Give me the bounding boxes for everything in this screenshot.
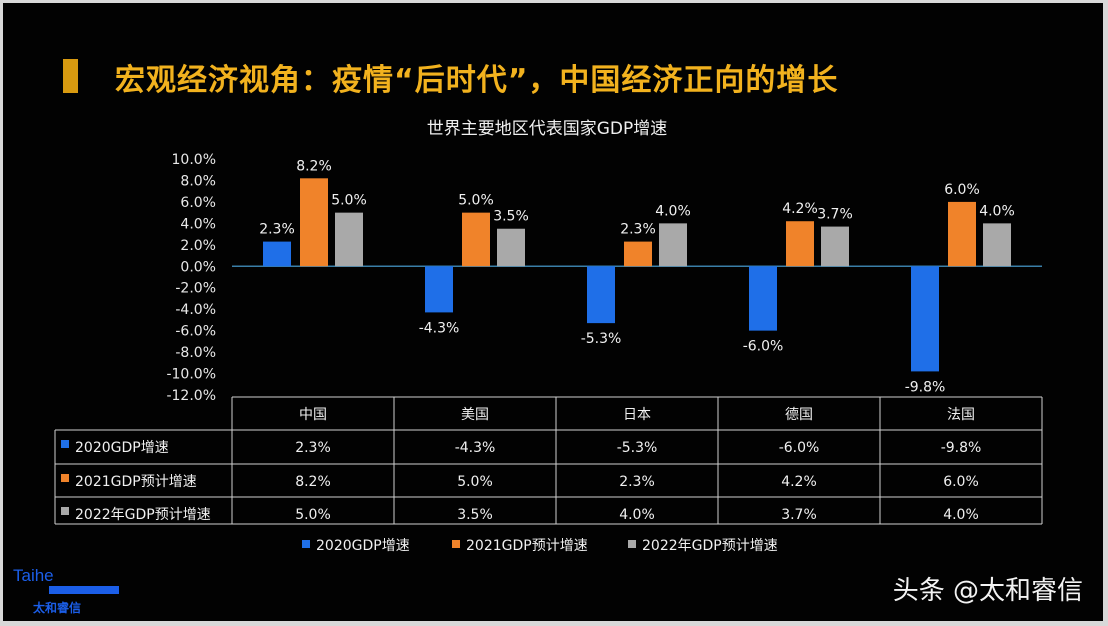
y-tick-label: 8.0% — [180, 173, 216, 189]
table-cell: 4.0% — [619, 507, 655, 523]
table-cell: 5.0% — [295, 507, 331, 523]
table-header-3: 日本 — [623, 407, 651, 423]
table-cell: 5.0% — [457, 474, 493, 490]
data-label: 3.7% — [817, 207, 853, 223]
table-header-2: 美国 — [461, 407, 489, 423]
table-cell: 3.5% — [457, 507, 493, 523]
bar-1-5 — [911, 266, 939, 372]
legend-key-3 — [628, 540, 636, 548]
table-cell: 3.7% — [781, 507, 817, 523]
table-row-label: 2021GDP预计增速 — [75, 474, 197, 490]
y-tick-label: 2.0% — [180, 238, 216, 254]
table-cell: 2.3% — [619, 474, 655, 490]
table-header-1: 中国 — [299, 407, 327, 423]
bar-2-5 — [948, 201, 976, 267]
data-label: -6.0% — [743, 339, 784, 355]
data-label: 2.3% — [259, 222, 295, 238]
data-label: -5.3% — [581, 331, 622, 347]
data-label: 5.0% — [331, 193, 367, 209]
table-cell: 8.2% — [295, 474, 331, 490]
legend-label-3: 2022年GDP预计增速 — [642, 538, 778, 554]
table-cell: -6.0% — [779, 440, 820, 456]
bar-1-2 — [425, 266, 453, 313]
data-label: 3.5% — [493, 209, 529, 225]
bar-1-3 — [587, 266, 615, 324]
bar-2-4 — [786, 221, 814, 267]
slide: 宏观经济视角：疫情“后时代”，中国经济正向的增长 世界主要地区代表国家GDP增速… — [3, 3, 1103, 621]
table-cell: -4.3% — [455, 440, 496, 456]
bar-2-2 — [462, 212, 490, 267]
y-tick-label: 0.0% — [180, 259, 216, 275]
y-tick-label: -8.0% — [175, 345, 216, 361]
legend-key-2 — [452, 540, 460, 548]
bar-1-1 — [263, 241, 291, 267]
bar-3-5 — [983, 223, 1011, 267]
table-cell: -5.3% — [617, 440, 658, 456]
table-legend-key — [61, 474, 69, 482]
taihe-logo: Taihe 太和睿信 — [13, 566, 119, 615]
data-label: 2.3% — [620, 222, 656, 238]
title-marker — [63, 59, 78, 93]
bar-1-4 — [749, 266, 777, 331]
bar-3-1 — [335, 212, 363, 267]
watermark: 头条 @太和睿信 — [892, 576, 1083, 606]
table-row-label: 2022年GDP预计增速 — [75, 507, 211, 523]
y-tick-label: -12.0% — [166, 388, 216, 404]
y-tick-label: -4.0% — [175, 302, 216, 318]
data-label: 8.2% — [296, 158, 332, 174]
legend-key-1 — [302, 540, 310, 548]
logo-bar — [49, 586, 119, 594]
table-row-label: 2020GDP增速 — [75, 440, 169, 456]
bar-3-4 — [821, 226, 849, 267]
legend-label-1: 2020GDP增速 — [316, 538, 410, 554]
chart-title: 世界主要地区代表国家GDP增速 — [427, 119, 668, 139]
table-cell: 4.2% — [781, 474, 817, 490]
data-label: 5.0% — [458, 193, 494, 209]
table-cell: 2.3% — [295, 440, 331, 456]
data-label: 4.2% — [782, 201, 818, 217]
y-tick-label: 4.0% — [180, 216, 216, 232]
bar-3-2 — [497, 228, 525, 267]
data-label: 4.0% — [655, 203, 691, 219]
slide-title: 宏观经济视角：疫情“后时代”，中国经济正向的增长 — [115, 63, 839, 98]
data-label: -9.8% — [905, 379, 946, 395]
table-cell: 4.0% — [943, 507, 979, 523]
gdp-chart: 世界主要地区代表国家GDP增速 10.0% 8.0% 6.0% 4.0% 2.0% 0.0%… — [54, 119, 1043, 554]
table-legend-key — [61, 507, 69, 515]
y-tick-label: -2.0% — [175, 281, 216, 297]
legend-label-2: 2021GDP预计增速 — [466, 538, 588, 554]
y-tick-label: 6.0% — [180, 195, 216, 211]
table-cell: -9.8% — [941, 440, 982, 456]
data-label: 4.0% — [979, 203, 1015, 219]
logo-text-cn: 太和睿信 — [33, 601, 82, 615]
data-label: 6.0% — [944, 182, 980, 198]
table-header-5: 法国 — [947, 407, 975, 423]
y-tick-label: -6.0% — [175, 324, 216, 340]
data-label: -4.3% — [419, 320, 460, 336]
bar-2-1 — [300, 178, 328, 267]
table-legend-key — [61, 440, 69, 448]
y-tick-label: -10.0% — [166, 367, 216, 383]
table-cell: 6.0% — [943, 474, 979, 490]
bar-3-3 — [659, 223, 687, 267]
table-header-4: 德国 — [785, 407, 813, 423]
y-tick-label: 10.0% — [172, 152, 216, 168]
logo-text-en: Taihe — [13, 566, 54, 585]
bar-2-3 — [624, 241, 652, 267]
